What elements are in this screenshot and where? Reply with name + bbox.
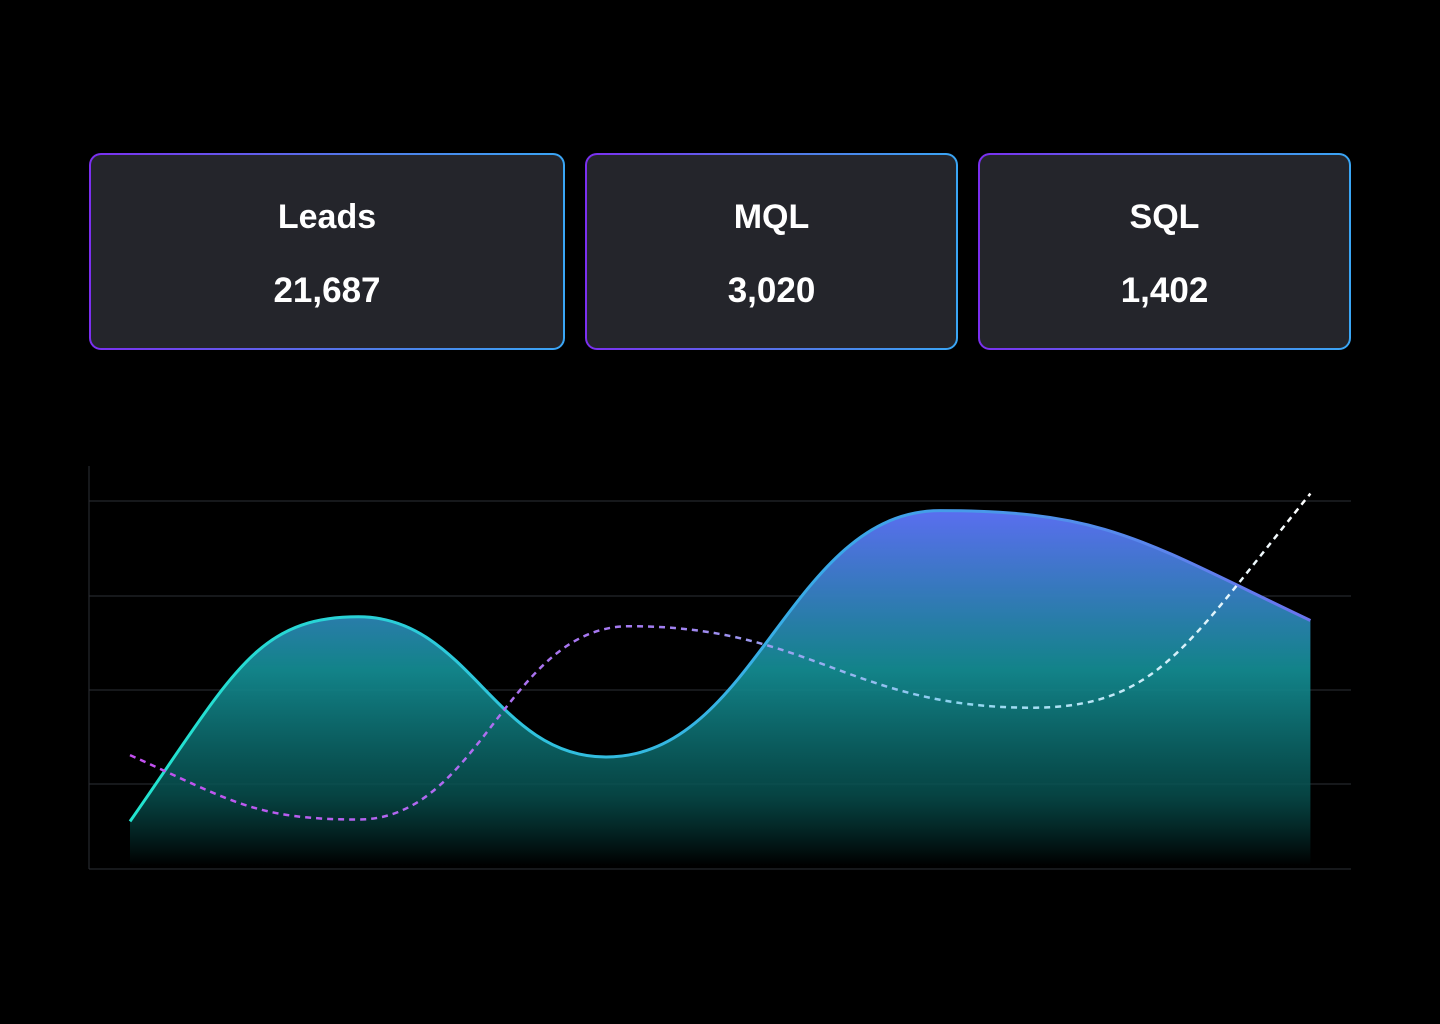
leads-label: Leads [277, 198, 377, 236]
sql-value: 1,402 [1120, 271, 1209, 310]
leads-value: 21,687 [273, 271, 381, 310]
leads-card-body: Leads 21,687 [91, 155, 563, 348]
leads-card: Leads 21,687 [89, 153, 565, 350]
sql-card-body: SQL 1,402 [980, 155, 1349, 348]
sql-card: SQL 1,402 [978, 153, 1351, 350]
mql-value: 3,020 [727, 271, 816, 310]
series-1-area [130, 510, 1311, 865]
mql-card-body: MQL 3,020 [587, 155, 956, 348]
series-1-line [128, 509, 1312, 823]
series-2-dashed-line [129, 492, 1312, 821]
sql-label: SQL [1129, 198, 1200, 236]
mql-label: MQL [733, 198, 810, 236]
mql-card: MQL 3,020 [585, 153, 958, 350]
